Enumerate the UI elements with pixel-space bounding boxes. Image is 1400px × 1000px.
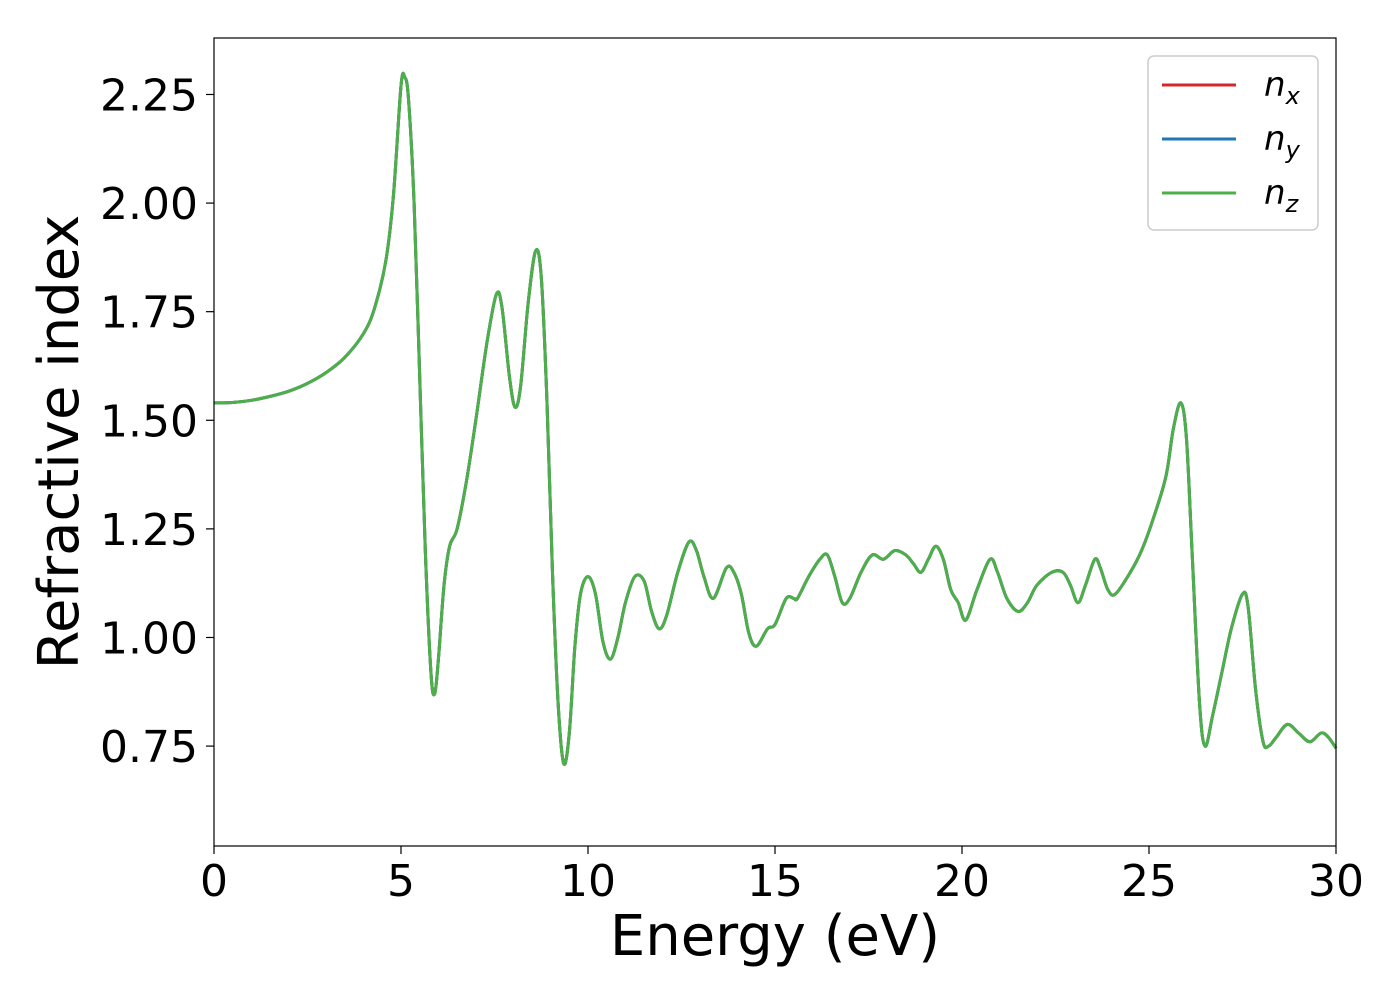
y-tick-label: 1.75: [100, 288, 198, 339]
x-tick-label: 15: [747, 856, 803, 907]
x-tick-label: 10: [560, 856, 616, 907]
x-tick-label: 0: [200, 856, 228, 907]
x-axis-ticks: 0 5 10 15 20 25 30: [200, 846, 1364, 907]
x-tick-label: 25: [1121, 856, 1177, 907]
y-axis-ticks: 0.75 1.00 1.25 1.50 1.75 2.00 2.25: [100, 70, 214, 773]
y-tick-label: 1.00: [100, 613, 198, 664]
y-axis-label: Refractive index: [27, 215, 92, 670]
y-tick-label: 1.50: [100, 396, 198, 447]
x-tick-label: 20: [934, 856, 990, 907]
y-tick-label: 0.75: [100, 722, 198, 773]
series-line-nz: [213, 71, 1338, 766]
y-tick-label: 2.00: [100, 179, 198, 230]
x-axis-label: Energy (eV): [610, 904, 940, 969]
y-tick-label: 1.25: [100, 505, 198, 556]
x-tick-label: 30: [1308, 856, 1364, 907]
y-tick-label: 2.25: [100, 70, 198, 121]
legend-frame: [1147, 55, 1319, 231]
x-tick-label: 5: [387, 856, 415, 907]
series-layer: [213, 71, 1338, 766]
